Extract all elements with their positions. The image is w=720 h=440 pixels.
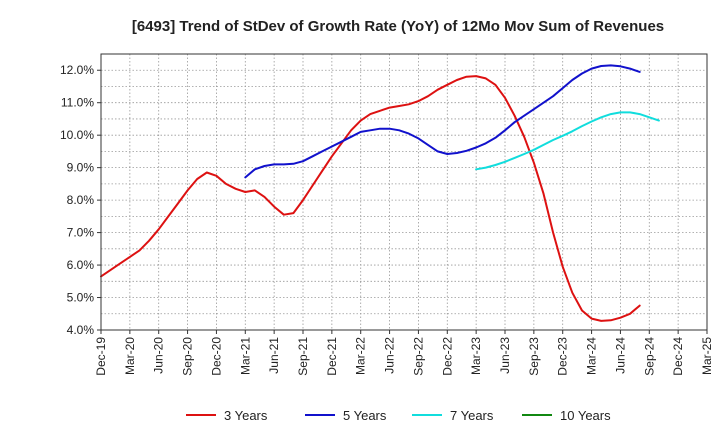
x-tick-label: Jun-24: [613, 337, 627, 374]
series-lines: [100, 64, 660, 322]
x-tick-label: Sep-22: [411, 337, 425, 376]
y-tick-label: 12.0%: [60, 63, 94, 77]
legend-label-10-years: 10 Years: [560, 408, 611, 423]
series-line-3-years: [100, 75, 641, 322]
legend-label-3-years: 3 Years: [224, 408, 268, 423]
x-tick-label: Dec-21: [325, 337, 339, 376]
y-tick-label: 9.0%: [67, 161, 95, 175]
x-tick-label: Jun-20: [152, 337, 166, 374]
x-tick-label: Dec-20: [209, 337, 223, 376]
legend-label-5-years: 5 Years: [343, 408, 387, 423]
chart-title: [6493] Trend of StDev of Growth Rate (Yo…: [132, 18, 664, 35]
x-tick-label: Jun-21: [267, 337, 281, 374]
x-tick-label: Jun-23: [498, 337, 512, 374]
x-tick-label: Mar-20: [123, 337, 137, 375]
y-tick-label: 7.0%: [67, 226, 95, 240]
plot-frame: [100, 53, 708, 331]
x-tick-label: Sep-24: [642, 337, 656, 376]
x-tick-label: Mar-25: [700, 337, 714, 375]
x-tick-label: Dec-24: [671, 337, 685, 376]
legend-label-7-years: 7 Years: [450, 408, 494, 423]
x-tick-label: Sep-20: [181, 337, 195, 376]
y-tick-label: 6.0%: [67, 258, 95, 272]
x-axis: Dec-19 Mar-20 Jun-20 Sep-20 Dec-20 Mar-21 Jun-…: [94, 330, 714, 376]
y-axis: 4.0% 5.0% 6.0% 7.0% 8.0% 9.0% 10.0% 11.0% 12.0%: [60, 63, 101, 337]
x-tick-label: Mar-23: [469, 337, 483, 375]
x-tick-label: Sep-21: [296, 337, 310, 376]
x-tick-label: Dec-23: [556, 337, 570, 376]
series-line-5-years: [244, 64, 641, 179]
x-tick-label: Sep-23: [527, 337, 541, 376]
legend: 3 Years 5 Years 7 Years 10 Years: [186, 408, 611, 423]
x-tick-label: Mar-21: [238, 337, 252, 375]
grid: [101, 54, 707, 330]
series-line-7-years: [475, 111, 660, 171]
x-tick-label: Jun-22: [383, 337, 397, 374]
x-tick-label: Dec-22: [440, 337, 454, 376]
y-tick-label: 4.0%: [67, 323, 95, 337]
x-tick-label: Dec-19: [94, 337, 108, 376]
x-tick-label: Mar-24: [585, 337, 599, 375]
y-tick-label: 11.0%: [61, 96, 94, 110]
y-tick-label: 10.0%: [60, 128, 94, 142]
y-tick-label: 5.0%: [67, 291, 95, 305]
x-tick-label: Mar-22: [354, 337, 368, 375]
y-tick-label: 8.0%: [67, 193, 95, 207]
